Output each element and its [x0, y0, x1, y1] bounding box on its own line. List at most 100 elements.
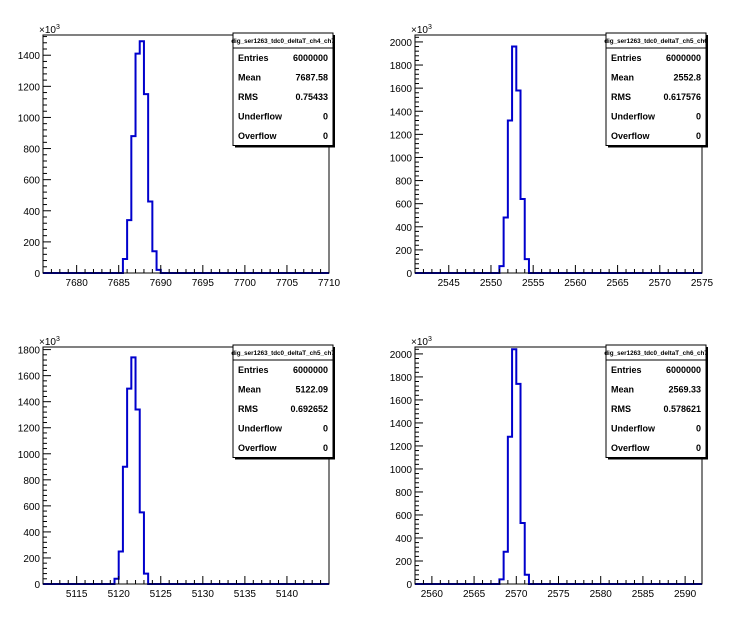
stats-value-rms: 0.578621	[663, 404, 701, 414]
histogram-panel-3: 0 200 400 600 800 1000 1200 1400 1600 1800×103 511…	[18, 336, 336, 600]
x-tick-label: 7700	[234, 278, 257, 289]
histogram-title: dig_ser1263_tdc0_deltaT_ch4_ch7	[231, 38, 335, 45]
x-tick-label: 5115	[66, 589, 88, 600]
y-tick-label: 1200	[390, 130, 413, 141]
y-tick-label: 2000	[390, 38, 413, 49]
stats-label-entries: Entries	[611, 53, 642, 63]
stats-label-rms: RMS	[611, 404, 631, 414]
stats-value-overflow: 0	[696, 443, 701, 453]
stats-box-frame	[232, 344, 334, 458]
x-tick-label: 7680	[66, 278, 89, 289]
y-tick-label: 1400	[390, 107, 413, 118]
stats-label-underflow: Underflow	[238, 424, 283, 434]
stats-label-mean: Mean	[611, 73, 634, 83]
x-tick-label: 2590	[674, 589, 697, 600]
y-axis-exponent: ×103	[39, 336, 60, 348]
x-tick-label: 7705	[276, 278, 299, 289]
stats-label-rms: RMS	[611, 92, 631, 102]
x-tick-label: 2560	[421, 589, 444, 600]
stats-label-mean: Mean	[611, 385, 634, 395]
x-tick-label: 2560	[564, 278, 587, 289]
y-tick-label: 1800	[390, 373, 413, 384]
x-tick-label: 2570	[649, 278, 672, 289]
y-tick-label: 400	[23, 207, 40, 218]
histogram-series-line	[415, 348, 702, 585]
histogram-title: dig_ser1263_tdc0_deltaT_ch5_ch7	[231, 350, 335, 357]
y-tick-label: 0	[406, 580, 412, 591]
stats-label-underflow: Underflow	[611, 424, 656, 434]
stats-value-overflow: 0	[696, 131, 701, 141]
stats-label-entries: Entries	[238, 365, 269, 375]
y-tick-label: 1400	[18, 51, 41, 62]
y-tick-label: 1000	[18, 450, 41, 461]
histogram-panel-2: 0 200 400 600 800 1000 1200 1400 1600 1800 2000 ×10…	[390, 24, 714, 289]
x-tick-label: 2585	[632, 589, 655, 600]
y-tick-label: 0	[34, 269, 40, 280]
stats-value-underflow: 0	[323, 424, 328, 434]
y-tick-label: 600	[23, 502, 40, 513]
stats-label-overflow: Overflow	[611, 131, 651, 141]
y-tick-label: 2000	[390, 350, 413, 361]
x-tick-label: 7710	[318, 278, 341, 289]
histogram-panel-1: 0 200 400 600 800 1000 1200 1400 ×103 7680 7685 769…	[18, 24, 341, 289]
stats-value-mean: 2569.33	[668, 385, 701, 395]
y-axis-exponent: ×103	[411, 336, 432, 348]
y-tick-label: 200	[23, 554, 40, 565]
y-tick-label: 1600	[390, 396, 413, 407]
y-tick-label: 400	[395, 534, 412, 545]
stats-label-mean: Mean	[238, 73, 261, 83]
stats-label-mean: Mean	[238, 385, 261, 395]
x-tick-label: 2565	[606, 278, 629, 289]
y-tick-label: 1000	[390, 465, 413, 476]
stats-box: dig_ser1263_tdc0_deltaT_ch5_ch7 Entries 60…	[231, 344, 335, 460]
stats-label-rms: RMS	[238, 92, 258, 102]
y-tick-label: 200	[395, 246, 412, 257]
x-tick-label: 7695	[192, 278, 215, 289]
x-tick-label: 2570	[505, 589, 528, 600]
stats-value-rms: 0.75433	[295, 92, 328, 102]
x-tick-label: 2550	[480, 278, 503, 289]
stats-value-mean: 5122.09	[295, 385, 328, 395]
y-tick-label: 400	[23, 528, 40, 539]
y-tick-label: 1000	[390, 153, 413, 164]
stats-label-underflow: Underflow	[611, 112, 656, 122]
stats-label-overflow: Overflow	[238, 443, 278, 453]
stats-box: dig_ser1263_tdc0_deltaT_ch4_ch7 Entries 60…	[231, 32, 335, 148]
stats-value-overflow: 0	[323, 131, 328, 141]
y-tick-label: 1400	[18, 398, 41, 409]
y-tick-label: 200	[395, 557, 412, 568]
y-tick-label: 0	[34, 580, 40, 591]
stats-value-entries: 6000000	[293, 365, 328, 375]
x-tick-label: 5120	[108, 589, 131, 600]
histogram-series-line	[43, 356, 329, 585]
stats-value-entries: 6000000	[293, 53, 328, 63]
histogram-panel-4: 0 200 400 600 800 1000 1200 1400 1600 1800 2000 ×10…	[390, 336, 709, 600]
y-tick-label: 600	[23, 176, 40, 187]
stats-label-rms: RMS	[238, 404, 258, 414]
y-axis-exponent: ×103	[411, 24, 432, 36]
x-tick-label: 5140	[276, 589, 299, 600]
y-tick-label: 1800	[18, 346, 41, 357]
stats-value-entries: 6000000	[666, 365, 701, 375]
x-tick-label: 2580	[590, 589, 613, 600]
y-tick-label: 1200	[18, 424, 41, 435]
histogram-title: dig_ser1263_tdc0_deltaT_ch5_ch6	[604, 38, 708, 45]
x-tick-label: 2575	[547, 589, 570, 600]
y-tick-label: 1200	[390, 442, 413, 453]
x-tick-label: 2575	[691, 278, 714, 289]
stats-box-frame	[605, 32, 707, 146]
histogram-series-line	[415, 45, 702, 274]
y-tick-label: 600	[395, 200, 412, 211]
stats-box: dig_ser1263_tdc0_deltaT_ch5_ch6 Entries 60…	[604, 32, 708, 148]
y-tick-label: 400	[395, 223, 412, 234]
x-tick-label: 5130	[192, 589, 215, 600]
y-tick-label: 800	[23, 145, 40, 156]
stats-label-entries: Entries	[238, 53, 269, 63]
y-tick-label: 1600	[390, 84, 413, 95]
stats-value-entries: 6000000	[666, 53, 701, 63]
x-tick-label: 7685	[108, 278, 131, 289]
stats-value-rms: 0.617576	[663, 92, 701, 102]
x-tick-label: 7690	[150, 278, 173, 289]
y-tick-label: 600	[395, 511, 412, 522]
